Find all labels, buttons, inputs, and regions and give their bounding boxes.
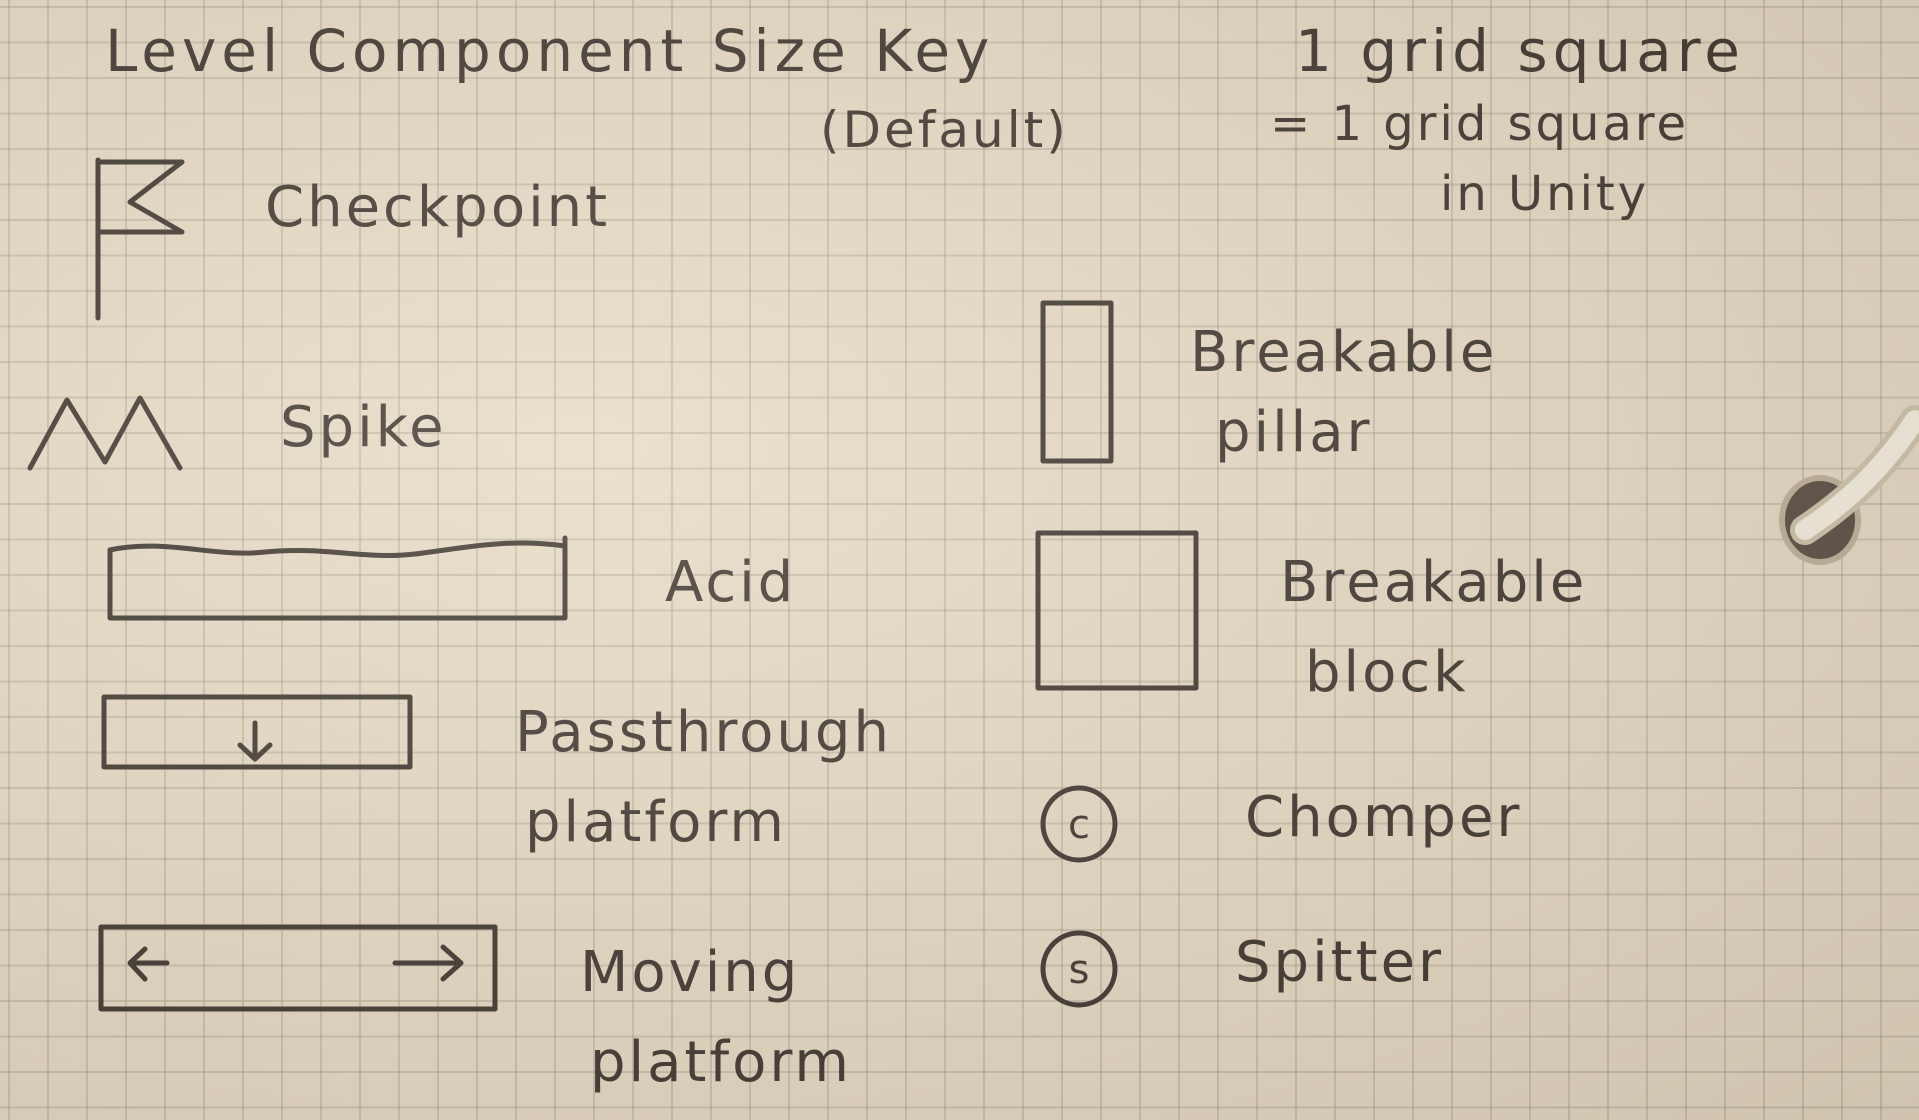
scale-note-line3: in Unity [1440,166,1650,222]
chomper-label: Chomper [1245,785,1523,850]
pillar-label-line2: pillar [1215,400,1373,465]
acid-pool-icon [107,535,568,621]
moving-platform-icon [98,924,498,1012]
acid-label: Acid [665,550,797,615]
block-label-line2: block [1305,640,1469,705]
pillar-label-line1: Breakable [1190,320,1498,385]
svg-text:c: c [1068,802,1090,848]
passthrough-label-line2: platform [525,790,787,855]
breakable-pillar-icon [1040,300,1114,464]
checkpoint-label: Checkpoint [265,175,611,240]
svg-text:s: s [1069,947,1090,993]
scale-note-line2: = 1 grid square [1270,96,1690,152]
page-title: Level Component Size Key [105,17,995,85]
spitter-label: Spitter [1235,930,1445,995]
block-label-line1: Breakable [1280,550,1588,615]
passthrough-platform-icon [101,694,413,770]
moving-label-line2: platform [590,1030,852,1095]
chomper-icon: c [1040,785,1118,863]
checkpoint-flag-icon [95,157,185,321]
breakable-block-icon [1035,530,1199,691]
passthrough-label-line1: Passthrough [515,700,892,765]
binder-ring [1779,405,1919,565]
spike-label: Spike [280,395,447,460]
title-note: (Default) [820,101,1069,159]
spitter-icon: s [1040,930,1118,1008]
moving-label-line1: Moving [580,940,801,1005]
scale-note-line1: 1 grid square [1295,17,1745,85]
spike-icon [27,395,183,471]
